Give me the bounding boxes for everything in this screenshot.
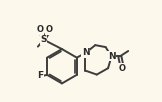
Text: F: F	[38, 71, 44, 80]
Text: N: N	[108, 52, 115, 61]
Text: O: O	[46, 25, 53, 34]
Text: N: N	[82, 48, 89, 58]
Text: O: O	[37, 25, 44, 34]
Text: O: O	[119, 64, 126, 73]
Text: S: S	[40, 35, 47, 44]
